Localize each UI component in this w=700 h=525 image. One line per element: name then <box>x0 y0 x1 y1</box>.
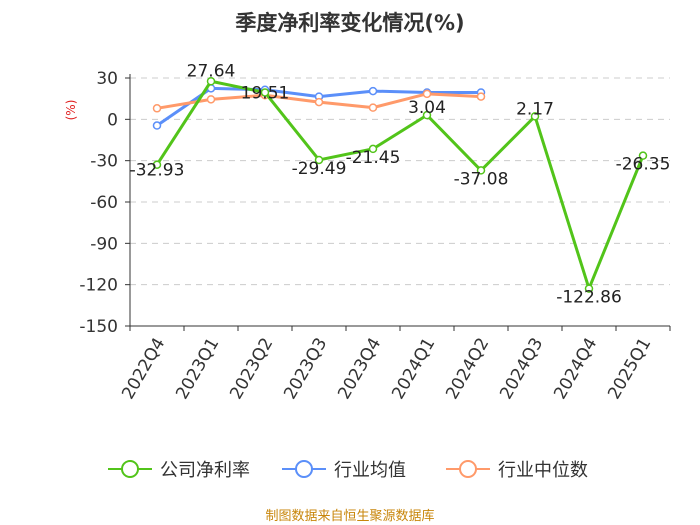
x-tick-label-3: 2023Q3 <box>280 335 331 403</box>
grid-lines <box>130 77 670 286</box>
series-2-point-3 <box>314 97 324 107</box>
legend-label-0: 公司净利率 <box>160 460 250 481</box>
series-0-point-1 <box>206 77 216 86</box>
series-0-point-2 <box>260 88 270 97</box>
x-tick-label-1: 2023Q1 <box>172 335 223 403</box>
y-axis-label: (%) <box>64 100 78 121</box>
chart-title: 季度净利率变化情况(%) <box>235 11 464 35</box>
series-0-point-3 <box>314 155 324 165</box>
series-0-point-6 <box>476 166 486 175</box>
data-label-2: 19.51 <box>241 83 290 103</box>
series-0-point-4 <box>368 144 378 154</box>
x-tick-label-0: 2022Q4 <box>118 335 169 403</box>
x-tick-label-6: 2024Q2 <box>442 335 493 403</box>
data-label-9: -26.35 <box>616 155 671 175</box>
data-label-6: -37.08 <box>454 169 509 189</box>
legend-label-2: 行业中位数 <box>498 460 588 481</box>
y-tick-label-0: 30 <box>96 69 118 89</box>
data-label-8: -122.86 <box>556 288 622 308</box>
data-label-0: -32.93 <box>130 161 185 181</box>
x-tick-label-7: 2024Q3 <box>496 335 547 403</box>
y-tick-label-3: -60 <box>90 193 118 213</box>
source-note: 制图数据来自恒生聚源数据库 <box>265 508 434 524</box>
series-2-point-0 <box>152 104 162 113</box>
data-label-1: 27.64 <box>187 61 236 81</box>
legend[interactable]: 公司净利率 行业均值 行业中位数 <box>108 460 588 481</box>
y-tick-label-2: -30 <box>90 152 118 172</box>
series-0-point-8 <box>584 284 594 293</box>
y-tick-label-1: 0 <box>107 110 118 130</box>
series-group <box>152 77 648 293</box>
series-0-point-5 <box>422 110 432 120</box>
x-tick-label-4: 2023Q4 <box>334 335 385 403</box>
series-0-point-9 <box>638 151 648 160</box>
data-label-4: -21.45 <box>346 148 401 168</box>
data-label-5: 3.04 <box>408 98 446 118</box>
series-2-point-5 <box>422 89 432 99</box>
series-0-point-0 <box>152 160 162 169</box>
y-tick-label-5: -120 <box>79 276 118 296</box>
x-tick-label-8: 2024Q4 <box>550 335 601 403</box>
x-tick-label-2: 2023Q2 <box>226 335 277 403</box>
x-tick-label-5: 2024Q1 <box>388 335 439 403</box>
y-tick-label-6: -150 <box>79 317 118 337</box>
series-0-point-7 <box>530 112 540 121</box>
series-2-point-6 <box>476 92 486 101</box>
legend-marker-0 <box>121 460 139 478</box>
series-1-point-0 <box>152 121 162 130</box>
legend-marker-1 <box>295 460 313 478</box>
data-label-7: 2.17 <box>516 99 554 119</box>
data-label-3: -29.49 <box>292 159 347 179</box>
series-2-point-1 <box>206 95 216 104</box>
legend-label-1: 行业均值 <box>334 460 406 481</box>
x-tick-label-9: 2025Q1 <box>604 335 655 403</box>
series-1-point-4 <box>368 86 378 96</box>
series-line-0 <box>155 79 645 291</box>
series-2-point-4 <box>368 103 378 112</box>
legend-marker-2 <box>459 460 477 478</box>
y-tick-label-4: -90 <box>90 234 118 254</box>
